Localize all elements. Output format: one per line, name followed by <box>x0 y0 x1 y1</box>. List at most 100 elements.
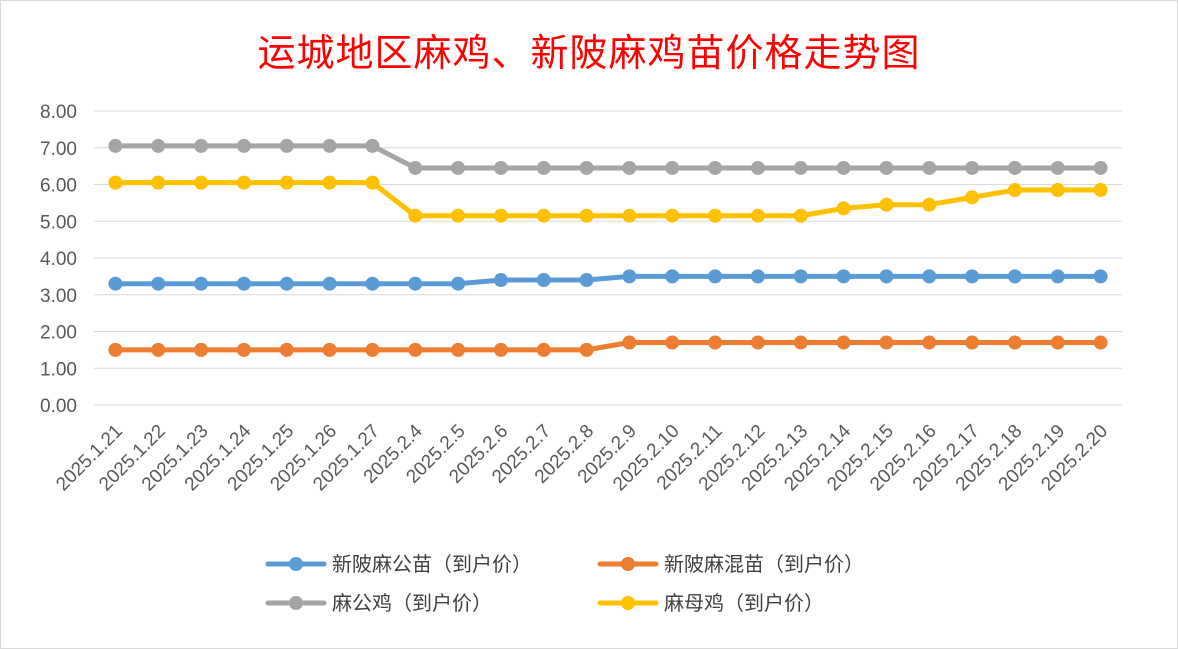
data-point <box>194 342 209 357</box>
data-point <box>879 269 894 284</box>
data-point <box>879 335 894 350</box>
data-point <box>451 208 466 223</box>
data-point <box>1050 335 1065 350</box>
data-point <box>493 273 508 288</box>
series-line-0 <box>112 273 1104 287</box>
y-tick-label: 0.00 <box>40 396 77 417</box>
legend-swatch-marker <box>621 557 635 571</box>
data-point <box>1007 269 1022 284</box>
data-point <box>536 273 551 288</box>
chart-title: 运城地区麻鸡、新陂麻鸡苗价格走势图 <box>257 31 921 75</box>
data-point <box>236 342 251 357</box>
data-point <box>836 201 851 216</box>
data-point <box>451 276 466 291</box>
data-point <box>194 138 209 153</box>
data-point <box>493 342 508 357</box>
data-point <box>1093 269 1108 284</box>
y-tick-label: 2.00 <box>40 323 77 344</box>
legend-label: 新陂麻公苗（到户价） <box>332 552 532 576</box>
data-point <box>793 269 808 284</box>
data-point <box>151 175 166 190</box>
legend-label: 麻公鸡（到户价） <box>332 591 492 615</box>
data-point <box>750 160 765 175</box>
data-point <box>922 335 937 350</box>
legend-label: 新陂麻混苗（到户价） <box>664 552 864 576</box>
data-point <box>536 160 551 175</box>
data-point <box>922 197 937 212</box>
y-tick-label: 6.00 <box>40 176 77 197</box>
y-tick-label: 1.00 <box>40 359 77 380</box>
data-point <box>408 342 423 357</box>
data-point <box>750 208 765 223</box>
data-point <box>279 342 294 357</box>
data-point <box>579 342 594 357</box>
y-tick-label: 7.00 <box>40 139 77 160</box>
y-tick-label: 4.00 <box>40 249 77 270</box>
data-point <box>922 160 937 175</box>
data-point <box>579 160 594 175</box>
data-point <box>965 269 980 284</box>
data-point <box>236 138 251 153</box>
data-point <box>750 335 765 350</box>
data-point <box>151 342 166 357</box>
data-point <box>536 208 551 223</box>
data-point <box>622 335 637 350</box>
data-point <box>365 276 380 291</box>
data-point <box>1007 335 1022 350</box>
data-point <box>708 160 723 175</box>
data-point <box>965 335 980 350</box>
data-point <box>1050 183 1065 198</box>
data-point <box>665 160 680 175</box>
data-point <box>665 269 680 284</box>
data-point <box>1050 269 1065 284</box>
y-tick-label: 8.00 <box>40 102 77 123</box>
data-point <box>236 175 251 190</box>
data-point <box>194 276 209 291</box>
data-point <box>493 160 508 175</box>
data-point <box>279 138 294 153</box>
data-point <box>108 175 123 190</box>
legend-label: 麻母鸡（到户价） <box>664 591 824 615</box>
data-point <box>236 276 251 291</box>
data-point <box>879 197 894 212</box>
data-point <box>493 208 508 223</box>
data-point <box>1093 160 1108 175</box>
data-point <box>708 269 723 284</box>
data-point <box>279 276 294 291</box>
data-point <box>1007 183 1022 198</box>
data-point <box>708 208 723 223</box>
data-point <box>1007 160 1022 175</box>
data-point <box>879 160 894 175</box>
data-point <box>836 335 851 350</box>
data-point <box>151 138 166 153</box>
data-point <box>322 138 337 153</box>
data-point <box>322 342 337 357</box>
y-tick-label: 3.00 <box>40 286 77 307</box>
data-point <box>793 335 808 350</box>
data-point <box>622 208 637 223</box>
data-point <box>1093 335 1108 350</box>
data-point <box>108 276 123 291</box>
data-point <box>451 160 466 175</box>
data-point <box>708 335 723 350</box>
data-point <box>665 335 680 350</box>
data-point <box>322 175 337 190</box>
data-point <box>793 160 808 175</box>
data-point <box>836 160 851 175</box>
data-point <box>408 160 423 175</box>
data-point <box>622 269 637 284</box>
data-point <box>322 276 337 291</box>
data-point <box>1093 183 1108 198</box>
legend-swatch-marker <box>621 596 635 610</box>
data-point <box>836 269 851 284</box>
data-point <box>1050 160 1065 175</box>
data-point <box>965 160 980 175</box>
data-point <box>579 208 594 223</box>
data-point <box>965 190 980 205</box>
data-point <box>108 138 123 153</box>
data-point <box>365 138 380 153</box>
data-point <box>579 273 594 288</box>
legend-swatch-marker <box>289 596 303 610</box>
series-line-3 <box>112 180 1104 219</box>
